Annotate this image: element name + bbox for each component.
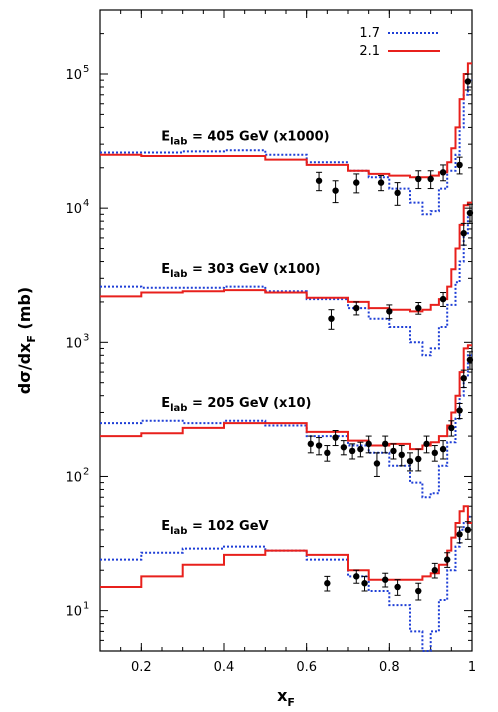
data-point [315,177,323,184]
legend-label-2.1: 2.1 [359,44,380,59]
data-point [340,444,348,451]
y-tick-exponent: 1 [83,601,89,612]
panel-label-2: Elab = 205 GeV (x10) [161,396,311,414]
x-tick-label: 0.8 [379,660,400,675]
data-point [386,308,393,315]
data-point [466,356,474,364]
panel-label-1: Elab = 303 GeV (x100) [161,262,320,280]
data-point [390,447,397,455]
data-point [456,531,463,538]
data-point [307,440,314,448]
series-layer [100,62,472,652]
series-2.1-panel-0 [100,62,472,179]
data-point [431,567,438,574]
data-point [460,230,467,237]
data-point [466,209,474,217]
data-point [423,440,430,448]
x-tick-label: 1 [468,660,476,675]
data-point [353,573,360,580]
series-1.7-panel-2 [100,354,472,499]
series-2.1-panel-3 [100,505,472,588]
data-point [460,375,467,382]
data-point [348,447,356,455]
data-point [398,451,405,459]
x-axis-title: xF [277,686,295,709]
panel-label-0: Elab = 405 GeV (x1000) [161,129,329,147]
series-2.1-panel-2 [100,344,472,451]
y-tick-exponent: 2 [83,466,89,477]
axis-labels: xF dσ/dxF (mb) [15,287,295,709]
data-point [406,457,414,465]
x-tick-label: 0.4 [214,660,235,675]
data-point [373,460,381,467]
panel-label-3: Elab = 102 GeV [161,519,268,537]
data-point [464,526,472,534]
series-1.7-panel-1 [100,213,472,357]
data-point [431,449,438,457]
annotations-layer: Elab = 405 GeV (x1000) Elab = 303 GeV (x1… [161,129,329,536]
data-point [456,407,463,414]
data-point [415,587,422,595]
y-tick-label: 10 [65,202,82,217]
y-tick-label: 10 [65,68,82,83]
data-point [357,445,364,453]
data-point [439,295,447,303]
data-point [332,434,339,441]
data-point [382,576,389,583]
data-point [324,580,331,587]
data-point [332,187,339,194]
data-point [444,556,451,563]
y-tick-exponent: 4 [83,198,89,209]
data-point [439,169,447,176]
legend-label-1.7: 1.7 [359,26,380,41]
data-point [448,424,455,432]
data-point [361,580,368,587]
data-point [324,449,331,457]
data-point [456,161,463,169]
data-point [353,179,360,186]
data-point [382,440,389,448]
data-point [377,179,385,186]
y-tick-label: 10 [65,336,82,351]
x-tick-label: 0.6 [296,660,317,675]
data-point [394,583,401,591]
data-point [415,175,422,183]
legend: 1.72.1 [359,26,440,59]
data-point [353,304,360,312]
data-point [315,442,323,449]
y-axis-title: dσ/dxF (mb) [15,287,38,394]
data-point [464,78,472,85]
y-tick-exponent: 3 [83,332,89,343]
y-tick-label: 10 [65,605,82,620]
series-1.7-panel-0 [100,79,472,216]
plot-frame [99,9,473,652]
data-point [394,189,401,197]
data-points-layer [307,73,474,601]
data-point [439,445,447,453]
data-point [365,440,372,448]
x-tick-label: 0.2 [131,660,152,675]
data-point [415,304,422,312]
series-2.1-panel-1 [100,201,472,313]
data-point [427,175,434,183]
y-tick-label: 10 [65,470,82,485]
data-point [328,315,335,322]
data-point [415,455,422,463]
series-1.7-panel-3 [100,515,472,652]
y-tick-exponent: 5 [83,64,89,75]
